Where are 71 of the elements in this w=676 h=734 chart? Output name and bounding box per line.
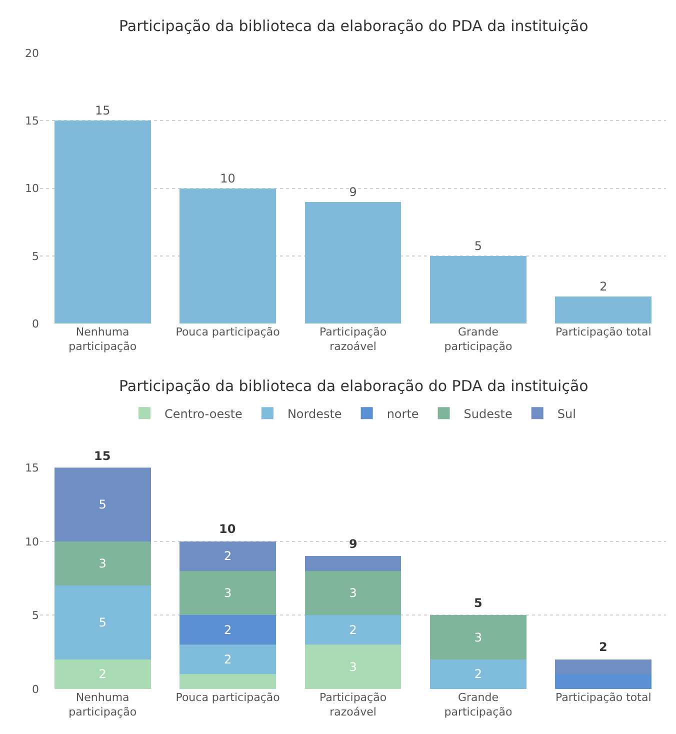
bar <box>304 202 402 324</box>
total-label: 15 <box>94 449 111 463</box>
x-tick-label: Participação razoável <box>319 326 387 353</box>
bar <box>180 644 276 674</box>
chart-title: Participação da biblioteca da elaboração do PDA da instituição <box>119 17 588 35</box>
data-label: 5 <box>474 238 482 253</box>
bar <box>180 615 276 645</box>
x-tick-label: Pouca participação <box>176 691 280 704</box>
bar <box>180 674 276 689</box>
bar <box>54 468 151 542</box>
y-tick-label: 5 <box>32 609 39 622</box>
y-tick-label: 15 <box>25 461 39 474</box>
bar <box>430 615 526 660</box>
data-label: 3 <box>474 630 482 644</box>
x-tick-label: Pouca participação <box>176 326 280 339</box>
data-label: 2 <box>224 622 232 637</box>
total-label: 2 <box>599 640 608 654</box>
y-tick-label: 10 <box>25 535 39 548</box>
bar <box>304 644 402 689</box>
y-tick-label: 0 <box>32 682 39 696</box>
x-tick-label: Participação razoável <box>319 691 387 718</box>
data-label: 15 <box>94 104 110 118</box>
bar <box>555 659 652 674</box>
data-label: 2 <box>600 280 608 294</box>
chart-title: Participação da biblioteca da elaboração do PDA da instituição <box>119 377 588 395</box>
bar <box>180 188 276 324</box>
bar <box>304 570 402 616</box>
total-label: 5 <box>474 596 482 610</box>
data-label: 2 <box>224 549 232 564</box>
data-label: 10 <box>220 171 236 186</box>
total-label: 10 <box>219 522 236 536</box>
data-label: 5 <box>98 497 106 512</box>
data-label: 3 <box>349 586 357 600</box>
bar <box>430 659 526 689</box>
legend-label: Nordeste <box>287 406 342 421</box>
data-label: 3 <box>224 586 232 600</box>
y-tick-label: 20 <box>25 46 39 60</box>
data-label: 2 <box>474 667 482 682</box>
data-label: 3 <box>349 660 357 674</box>
legend-label: Sul <box>557 406 576 421</box>
x-tick-label: Grande participação <box>444 691 512 718</box>
data-label: 3 <box>98 556 106 571</box>
legend-label: norte <box>386 406 419 421</box>
bar <box>555 296 652 324</box>
y-tick-label: 15 <box>25 114 39 128</box>
x-tick-label: Grande participação <box>444 326 512 353</box>
bar <box>54 659 151 689</box>
bar <box>304 615 402 645</box>
data-label: 9 <box>349 184 357 199</box>
data-label: 2 <box>224 652 232 666</box>
x-tick-label: Participação total <box>556 326 652 339</box>
bar <box>430 256 526 324</box>
legend-label: Sudeste <box>464 406 512 421</box>
y-tick-label: 10 <box>25 182 39 196</box>
bar <box>54 120 151 324</box>
bar <box>180 541 276 571</box>
x-tick-label: Nenhuma participação <box>68 691 137 718</box>
x-tick-label: Nenhuma participação <box>68 326 137 353</box>
y-tick-label: 0 <box>32 317 39 330</box>
bar <box>304 556 402 571</box>
legend-label: Centro-oeste <box>164 406 242 421</box>
bar <box>54 586 151 660</box>
data-label: 5 <box>98 616 106 630</box>
x-tick-label: Participação total <box>556 691 652 704</box>
bar <box>555 674 652 689</box>
data-label: 2 <box>349 622 357 637</box>
total-label: 9 <box>349 537 358 551</box>
y-tick-label: 5 <box>32 250 39 263</box>
bar <box>180 570 276 616</box>
bar <box>54 541 151 586</box>
data-label: 2 <box>98 667 106 682</box>
